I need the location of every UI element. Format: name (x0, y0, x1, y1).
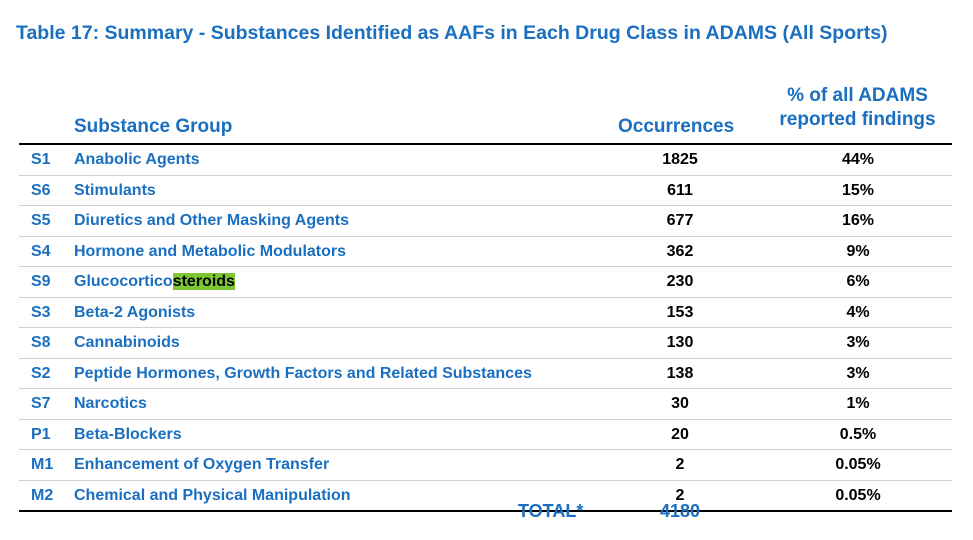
row-occurrences: 230 (666, 273, 694, 290)
row-occurrences: 2 (675, 486, 685, 504)
row-percent: 16% (841, 212, 875, 229)
row-percent: 0.5% (839, 425, 877, 443)
row-occurrences: 2 (675, 456, 685, 473)
row-code: S1 (31, 151, 51, 168)
total-value: 4180 (659, 501, 701, 521)
row-name: Beta-2 Agonists (74, 303, 196, 321)
row-code: P1 (31, 425, 51, 443)
row-code: M1 (31, 456, 54, 473)
table-row: M1 Enhancement of Oxygen Transfer 2 0.05… (19, 450, 952, 481)
table-body: S1 Anabolic Agents 1825 44% S6 Stimulant… (19, 145, 952, 512)
row-name: Diuretics and Other Masking Agents (74, 212, 350, 229)
row-code: S5 (31, 212, 51, 229)
row-occurrences: 138 (666, 364, 694, 382)
header-percent: % of all ADAMS reported findings (770, 84, 945, 132)
row-code: S6 (31, 181, 51, 199)
table-row: S7 Narcotics 30 1% (19, 389, 952, 420)
table-row: S4 Hormone and Metabolic Modulators 362 … (19, 237, 952, 267)
row-percent: 4% (846, 303, 870, 321)
table-row: S5 Diuretics and Other Masking Agents 67… (19, 206, 952, 237)
row-code: S4 (31, 242, 51, 260)
table-row: S9 Glucocorticosteroids 230 6% (19, 267, 952, 298)
row-occurrences: 20 (671, 425, 689, 443)
table-row: S2 Peptide Hormones, Growth Factors and … (19, 359, 952, 389)
row-name: Narcotics (74, 395, 147, 412)
row-name: Cannabinoids (74, 334, 180, 351)
row-occurrences: 677 (666, 212, 694, 229)
row-occurrences: 153 (666, 303, 694, 321)
search-highlight: steroids (172, 273, 235, 290)
table-row: S6 Stimulants 611 15% (19, 176, 952, 206)
row-name: Anabolic Agents (74, 151, 200, 168)
row-percent: 9% (846, 242, 870, 260)
row-code: S8 (31, 334, 51, 351)
table-row: M2 Chemical and Physical Manipulation 2 … (19, 481, 952, 512)
header-percent-line2: reported findings (779, 109, 936, 130)
row-code: S2 (31, 364, 51, 382)
row-percent: 44% (841, 151, 875, 168)
row-percent: 1% (846, 395, 870, 412)
table-row: S1 Anabolic Agents 1825 44% (19, 145, 952, 176)
row-name: Chemical and Physical Manipulation (74, 486, 351, 504)
table-top-rule (19, 143, 952, 145)
row-code: M2 (31, 486, 54, 504)
row-percent: 3% (846, 364, 870, 382)
table-row: P1 Beta-Blockers 20 0.5% (19, 420, 952, 450)
row-percent: 15% (841, 181, 875, 199)
row-name: Glucocorticosteroids (74, 273, 235, 291)
table-title: Table 17: Summary - Substances Identifie… (16, 22, 888, 44)
row-occurrences: 30 (671, 395, 689, 412)
row-name: Hormone and Metabolic Modulators (74, 242, 347, 260)
row-occurrences: 130 (666, 334, 694, 351)
row-name: Enhancement of Oxygen Transfer (74, 456, 330, 473)
row-occurrences: 611 (667, 181, 693, 199)
row-percent: 0.05% (835, 456, 881, 473)
row-percent: 6% (846, 273, 870, 290)
row-occurrences: 362 (666, 242, 694, 260)
total-label: TOTAL* (518, 501, 584, 521)
row-code: S7 (31, 395, 51, 412)
header-substance-group: Substance Group (74, 116, 233, 137)
row-percent: 0.05% (835, 486, 881, 504)
row-occurrences: 1825 (662, 151, 698, 168)
row-name: Peptide Hormones, Growth Factors and Rel… (74, 364, 532, 382)
header-percent-line1: % of all ADAMS (787, 85, 928, 106)
row-name: Stimulants (74, 181, 156, 199)
row-name-plain: Glucocortico (74, 273, 173, 290)
header-occurrences: Occurrences (618, 116, 735, 137)
row-percent: 3% (846, 334, 870, 351)
row-code: S3 (31, 303, 51, 321)
row-name: Beta-Blockers (74, 425, 182, 443)
row-code: S9 (31, 273, 51, 290)
table-row: S8 Cannabinoids 130 3% (19, 328, 952, 359)
table-row: S3 Beta-2 Agonists 153 4% (19, 298, 952, 328)
